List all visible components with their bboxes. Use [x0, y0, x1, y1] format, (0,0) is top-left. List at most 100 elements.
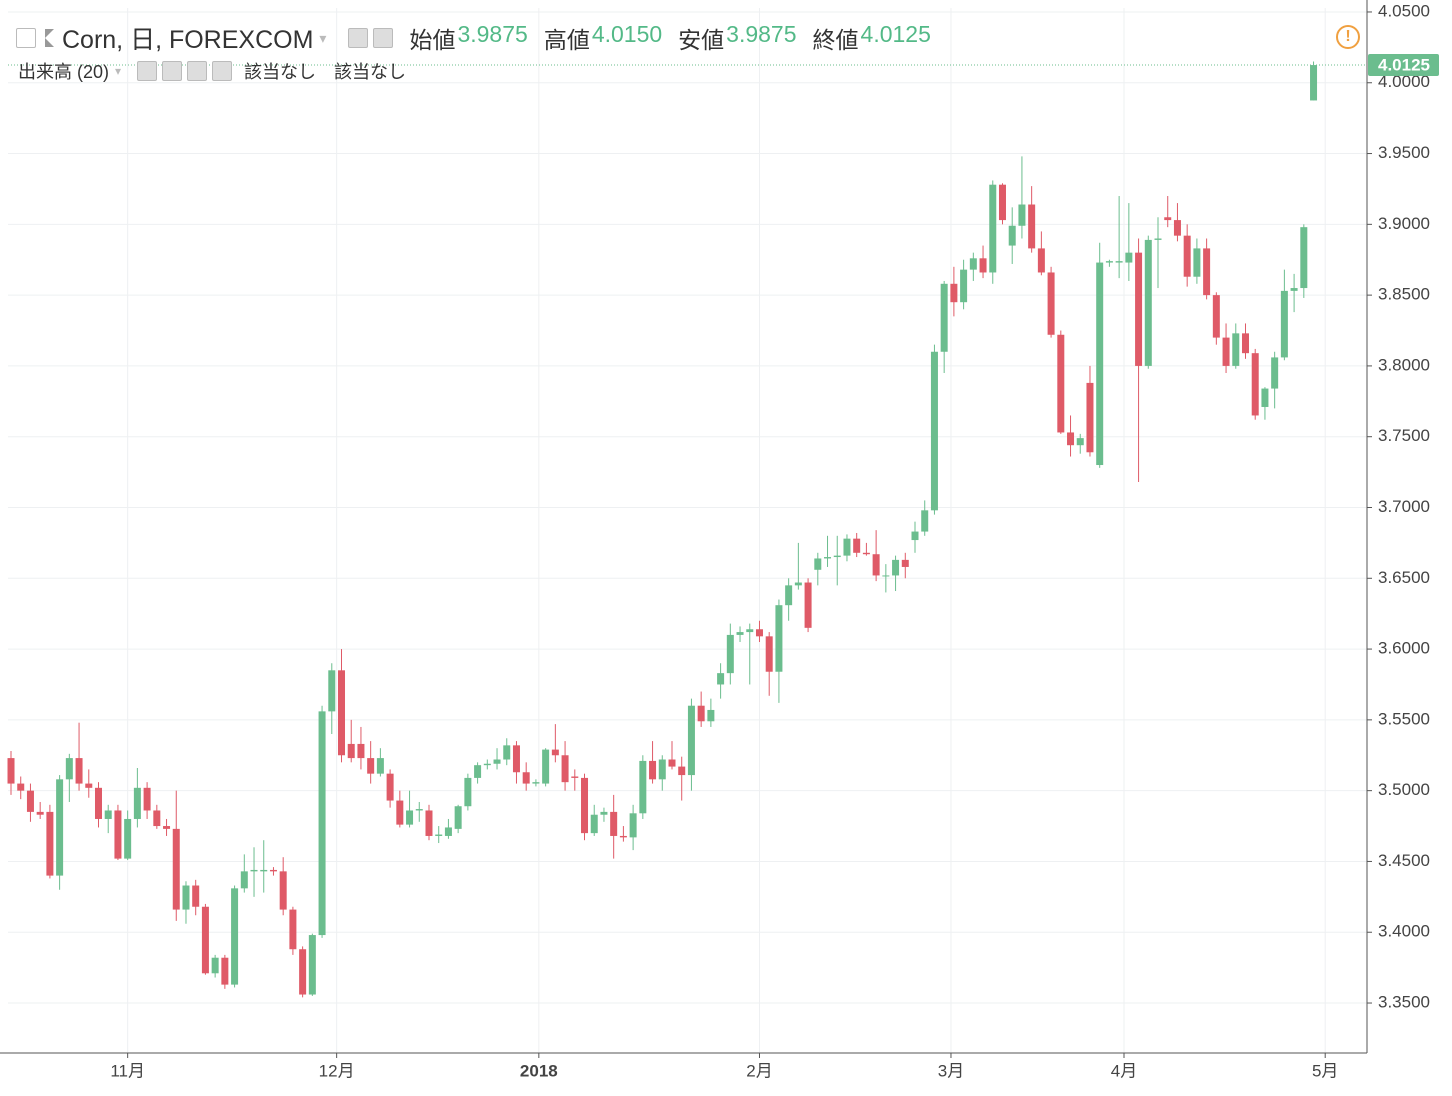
- candle-body: [1222, 337, 1230, 366]
- candle-body: [347, 743, 355, 759]
- candle-body: [940, 283, 948, 352]
- candle-body: [1203, 248, 1211, 296]
- candle-body: [853, 538, 861, 553]
- x-tick-label: 5月: [1312, 1061, 1338, 1080]
- candle-body: [960, 269, 968, 303]
- candle-body: [833, 555, 841, 558]
- candle-body: [396, 800, 404, 825]
- candle-body: [1310, 65, 1318, 101]
- candle-body: [551, 749, 559, 756]
- candle-body: [493, 759, 501, 764]
- candle-body: [1300, 227, 1308, 289]
- x-tick-label: 2月: [746, 1061, 772, 1080]
- candle-body: [697, 705, 705, 722]
- candle-body: [192, 885, 200, 907]
- warning-icon[interactable]: !: [1336, 25, 1360, 49]
- indicator-legend: 出来高 (20) ▾ 該当なし 該当なし: [18, 58, 406, 84]
- candle-body: [989, 184, 997, 273]
- candle-body: [406, 810, 414, 825]
- candle-body: [1086, 382, 1094, 453]
- candle-body: [17, 783, 25, 791]
- y-tick-label: 3.5000: [1378, 780, 1430, 799]
- candle-body: [804, 582, 812, 628]
- candle-body: [211, 957, 219, 974]
- candle-body: [56, 779, 64, 876]
- ohlc-label: 高値: [543, 27, 590, 53]
- candle-body: [182, 885, 190, 910]
- candle-body: [726, 634, 734, 674]
- ohlc-label: 安値: [678, 27, 725, 53]
- dropdown-arrow[interactable]: ▾: [115, 64, 122, 78]
- candle-body: [240, 871, 248, 889]
- candle-body: [143, 787, 151, 811]
- candle-body: [717, 673, 725, 685]
- candle-body: [687, 705, 695, 776]
- y-tick-label: 3.7000: [1378, 497, 1430, 516]
- candle-body: [950, 283, 958, 303]
- visibility-button[interactable]: [348, 28, 369, 48]
- candle-body: [824, 557, 832, 559]
- candle-body: [338, 670, 346, 756]
- candle-body: [561, 755, 569, 783]
- candle-body: [1241, 333, 1249, 354]
- candle-body: [1105, 261, 1113, 263]
- candle-body: [1008, 225, 1016, 246]
- candle-body: [65, 758, 73, 780]
- symbol-title: Corn, 日, FOREXCOM: [62, 26, 314, 54]
- candle-body: [600, 811, 608, 815]
- candle-body: [581, 777, 589, 834]
- candle-body: [610, 811, 618, 836]
- candle-body: [376, 758, 384, 774]
- candle-body: [75, 758, 83, 784]
- remove-button[interactable]: [212, 61, 233, 81]
- add-button[interactable]: [187, 61, 208, 81]
- candle-body: [299, 949, 307, 995]
- candle-body: [872, 554, 880, 576]
- candle-body: [1018, 204, 1026, 226]
- indicator-title: 出来高 (20): [18, 62, 110, 82]
- candle-body: [1076, 438, 1084, 446]
- candle-body: [522, 772, 530, 784]
- candle-body: [114, 810, 122, 859]
- settings-button[interactable]: [373, 28, 394, 48]
- ohlc-value: 3.9875: [726, 21, 797, 47]
- candle-body: [425, 810, 433, 836]
- candle-body: [911, 531, 919, 541]
- y-tick-label: 3.4500: [1378, 851, 1430, 870]
- candle-body: [658, 759, 666, 780]
- symbol-legend: Corn, 日, FOREXCOM ▾ 始値 3.9875 高値 4.0150 安値 3.…: [16, 21, 947, 54]
- candle-body: [1212, 295, 1220, 338]
- candle-body: [153, 810, 161, 827]
- x-tick-label: 4月: [1111, 1061, 1137, 1080]
- indicator-value: 該当なし: [244, 62, 317, 82]
- y-tick-label: 3.6500: [1378, 568, 1430, 587]
- candle-body: [250, 869, 258, 872]
- flag-icon: [45, 29, 54, 47]
- candle-body: [328, 670, 336, 712]
- x-tick-label: 3月: [938, 1061, 964, 1080]
- candle-body: [930, 351, 938, 511]
- candle-body: [998, 184, 1006, 221]
- candle-body: [678, 766, 686, 776]
- candle-body: [1251, 353, 1259, 416]
- candle-body: [1115, 261, 1123, 263]
- candle-body: [921, 510, 929, 532]
- candle-body: [794, 582, 802, 586]
- candle-body: [1096, 262, 1104, 466]
- candle-body: [843, 538, 851, 556]
- y-tick-label: 3.4000: [1378, 922, 1430, 941]
- candle-body: [133, 787, 141, 819]
- candle-body: [629, 813, 637, 838]
- candle-body: [1290, 288, 1298, 291]
- candle-body: [221, 957, 229, 985]
- candle-body: [36, 811, 44, 815]
- x-tick-label: 12月: [319, 1061, 355, 1080]
- dropdown-arrow[interactable]: ▾: [319, 29, 327, 46]
- visibility-button[interactable]: [137, 61, 158, 81]
- candle-body: [512, 745, 520, 773]
- collapse-button[interactable]: [16, 28, 36, 48]
- settings-button[interactable]: [162, 61, 183, 81]
- candle-body: [862, 552, 870, 555]
- y-tick-label: 3.3500: [1378, 993, 1430, 1012]
